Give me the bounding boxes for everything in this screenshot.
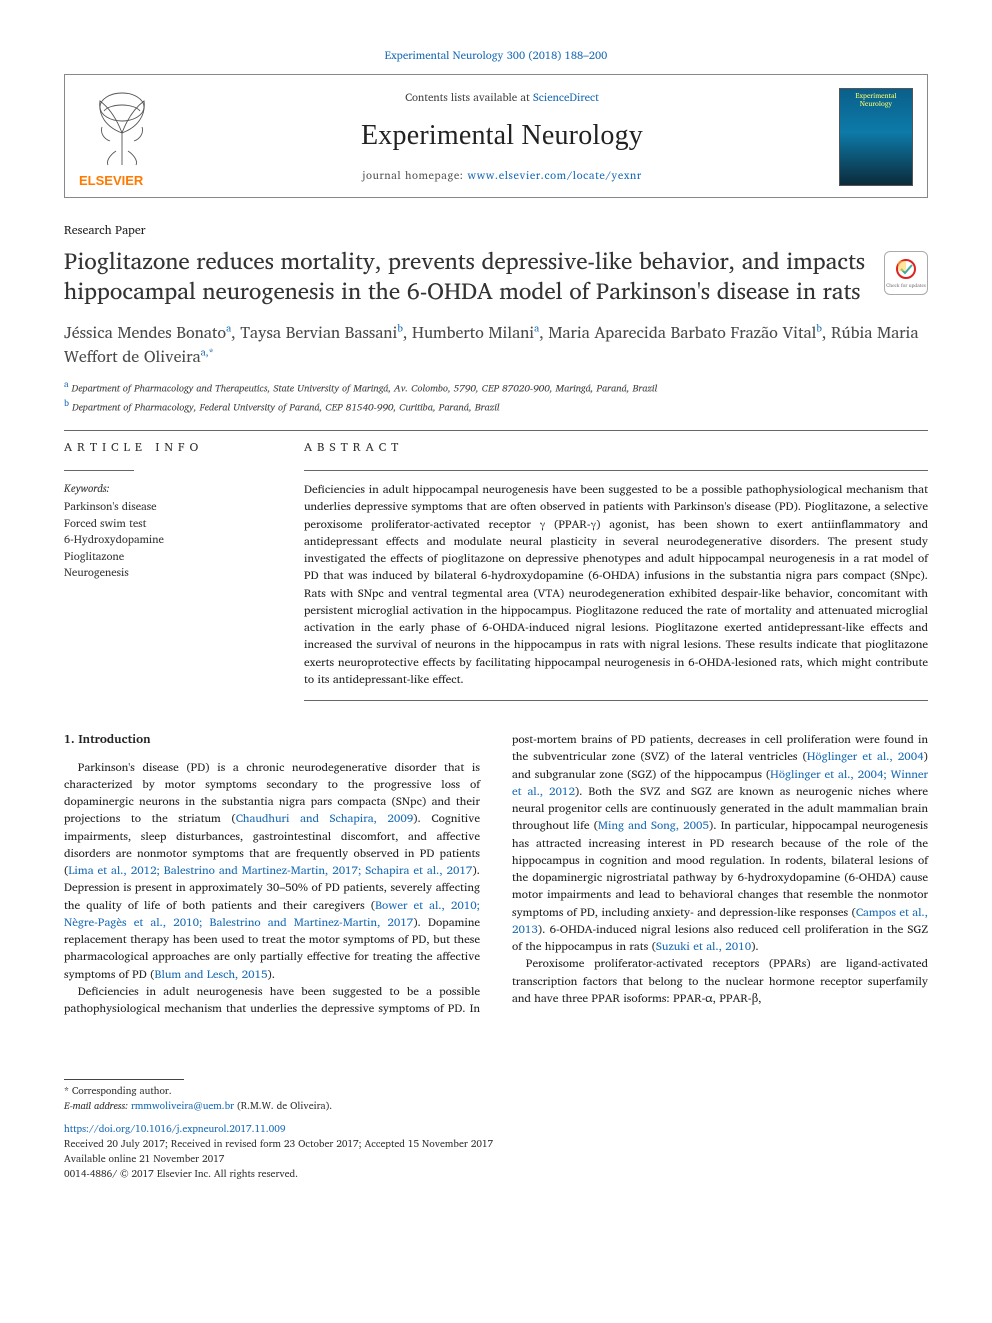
keywords-label: Keywords: (64, 481, 264, 496)
corresponding-email-link[interactable]: rmmwoliveira@uem.br (131, 1098, 234, 1114)
article-info-heading: ARTICLE INFO (64, 439, 264, 456)
corresponding-author-note: * Corresponding author. (64, 1084, 928, 1099)
body-paragraph: Parkinson's disease (PD) is a chronic ne… (64, 759, 480, 983)
article-type-label: Research Paper (64, 222, 928, 239)
contents-prefix: Contents lists available at (405, 88, 533, 106)
mini-rule (304, 700, 928, 701)
footnote-rule (64, 1079, 184, 1080)
email-label: E-mail address: (64, 1098, 128, 1114)
svg-text:ELSEVIER: ELSEVIER (79, 173, 144, 187)
keywords-list: Parkinson's disease Forced swim test 6-H… (64, 498, 264, 581)
running-head-citation: Experimental Neurology 300 (2018) 188–20… (64, 48, 928, 64)
mini-rule (64, 470, 134, 471)
keyword: 6-Hydroxydopamine (64, 531, 264, 548)
abstract-heading: ABSTRACT (304, 439, 928, 456)
available-online: Available online 21 November 2017 (64, 1152, 928, 1167)
abstract-text: Deficiencies in adult hippocampal neurog… (304, 481, 928, 688)
email-line: E-mail address: rmmwoliveira@uem.br (R.M… (64, 1099, 928, 1114)
journal-homepage-link[interactable]: www.elsevier.com/locate/yexnr (467, 166, 641, 184)
divider-rule (64, 430, 928, 431)
publisher-logo: ELSEVIER (79, 87, 165, 187)
journal-cover-thumbnail: Experimental Neurology (839, 88, 913, 186)
body-paragraph: Peroxisome proliferator-activated recept… (512, 955, 928, 1007)
affiliation-b: b Department of Pharmacology, Federal Un… (64, 396, 928, 415)
homepage-prefix: journal homepage: (362, 166, 467, 184)
article-title: Pioglitazone reduces mortality, prevents… (64, 247, 868, 307)
crossmark-badge[interactable]: Check for updates (884, 251, 928, 295)
journal-header: ELSEVIER Contents lists available at Sci… (64, 74, 928, 198)
email-attribution: (R.M.W. de Oliveira). (237, 1098, 332, 1114)
sciencedirect-link[interactable]: ScienceDirect (533, 88, 599, 106)
article-history: Received 20 July 2017; Received in revis… (64, 1137, 928, 1152)
section-heading-introduction: 1. Introduction (64, 731, 480, 748)
journal-title: Experimental Neurology (183, 116, 821, 157)
keyword: Parkinson's disease (64, 498, 264, 515)
article-body: 1. Introduction Parkinson's disease (PD)… (64, 731, 928, 1017)
crossmark-icon (893, 258, 919, 284)
keyword: Neurogenesis (64, 564, 264, 581)
cover-thumb-title: Experimental Neurology (844, 93, 908, 108)
crossmark-text: Check for updates (886, 284, 926, 289)
journal-homepage-line: journal homepage: www.elsevier.com/locat… (183, 168, 821, 184)
copyright-line: 0014-4886/ © 2017 Elsevier Inc. All righ… (64, 1167, 928, 1182)
elsevier-wordmark-icon: ELSEVIER (79, 173, 165, 187)
keyword: Forced swim test (64, 515, 264, 532)
mini-rule (304, 470, 928, 471)
elsevier-tree-icon (86, 87, 158, 167)
affiliations: a Department of Pharmacology and Therape… (64, 377, 928, 416)
author-list: Jéssica Mendes Bonatoa, Taysa Bervian Ba… (64, 321, 928, 369)
affiliation-a: a Department of Pharmacology and Therape… (64, 377, 928, 396)
page-footer: * Corresponding author. E-mail address: … (64, 1079, 928, 1182)
doi-link[interactable]: https://doi.org/10.1016/j.expneurol.2017… (64, 1122, 928, 1137)
keyword: Pioglitazone (64, 548, 264, 565)
contents-available-line: Contents lists available at ScienceDirec… (183, 90, 821, 106)
